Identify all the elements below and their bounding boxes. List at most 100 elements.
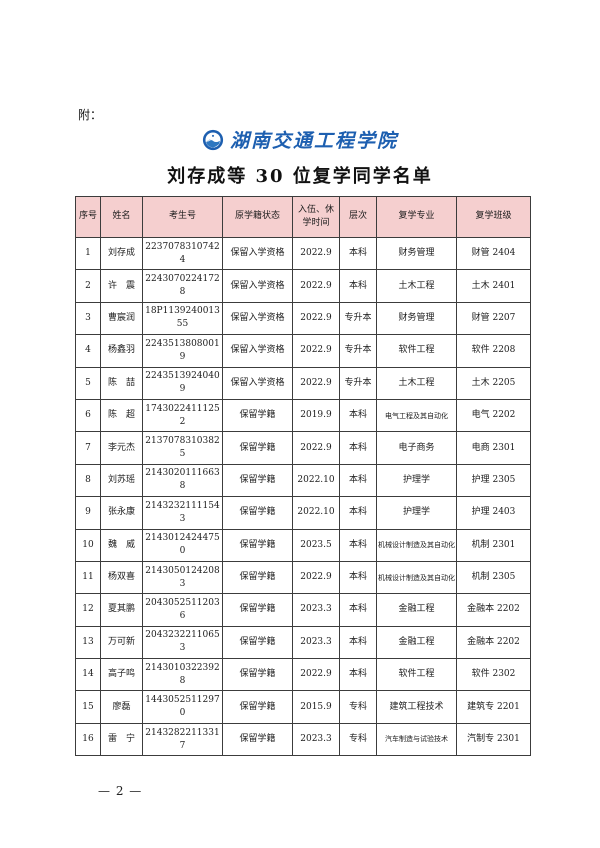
table-row: 9 张永康 21432321111543 保留学籍 2022.10 本科 护理学 护理 240… bbox=[75, 496, 531, 530]
table-cell-index: 14 bbox=[75, 658, 101, 692]
table-cell-time: 2022.9 bbox=[292, 236, 340, 271]
table-cell-major: 护理学 bbox=[376, 463, 457, 498]
table-cell-class: 护理 2403 bbox=[456, 496, 531, 530]
table-cell-status: 保留学籍 bbox=[222, 625, 293, 660]
column-header-name: 姓名 bbox=[100, 196, 143, 238]
table-cell-level: 本科 bbox=[339, 398, 377, 433]
table-cell-name: 万可新 bbox=[100, 625, 143, 660]
table-cell-major: 软件工程 bbox=[376, 334, 457, 368]
table-cell-candidate-no: 14430525112970 bbox=[142, 690, 223, 724]
table-cell-index: 2 bbox=[75, 269, 101, 303]
table-cell-major: 电子商务 bbox=[376, 431, 457, 465]
table-cell-class: 财管 2207 bbox=[456, 301, 531, 336]
table-cell-major: 机械设计制造及其自动化 bbox=[376, 560, 457, 595]
table-cell-major: 软件工程 bbox=[376, 658, 457, 692]
column-header-time: 入伍、休学时间 bbox=[292, 196, 340, 238]
table-cell-class: 建筑专 2201 bbox=[456, 690, 531, 724]
table-cell-major: 财务管理 bbox=[376, 236, 457, 271]
table-cell-major: 建筑工程技术 bbox=[376, 690, 457, 724]
table-cell-major: 护理学 bbox=[376, 496, 457, 530]
table-cell-status: 保留入学资格 bbox=[222, 366, 293, 400]
table-cell-major: 金融工程 bbox=[376, 625, 457, 660]
table-row: 12 夏其鹏 20430525112036 保留学籍 2023.3 本科 金融工程 金融本 2… bbox=[75, 593, 531, 627]
table-cell-time: 2023.3 bbox=[292, 593, 340, 627]
table-cell-name: 魏 威 bbox=[100, 528, 143, 562]
column-header-status: 原学籍状态 bbox=[222, 196, 293, 238]
table-cell-candidate-no: 21432822113317 bbox=[142, 722, 223, 757]
table-cell-major: 土木工程 bbox=[376, 269, 457, 303]
table-cell-name: 陈 喆 bbox=[100, 366, 143, 400]
table-cell-level: 本科 bbox=[339, 236, 377, 271]
table-cell-time: 2022.9 bbox=[292, 301, 340, 336]
table-cell-candidate-no: 17430224111252 bbox=[142, 398, 223, 433]
table-cell-name: 张永康 bbox=[100, 496, 143, 530]
table-cell-index: 3 bbox=[75, 301, 101, 336]
table-row: 8 刘苏瑶 21430201116638 保留学籍 2022.10 本科 护理学 护理 230… bbox=[75, 463, 531, 498]
table-cell-status: 保留入学资格 bbox=[222, 269, 293, 303]
roster-table: 序号 姓名 考生号 原学籍状态 入伍、休学时间 层次 复学专业 复学班级 1 刘存… bbox=[75, 196, 531, 757]
table-cell-time: 2023.5 bbox=[292, 528, 340, 562]
table-cell-status: 保留学籍 bbox=[222, 431, 293, 465]
column-header-major: 复学专业 bbox=[376, 196, 457, 238]
table-cell-candidate-no: 21370783103825 bbox=[142, 431, 223, 465]
table-cell-major: 财务管理 bbox=[376, 301, 457, 336]
table-cell-level: 本科 bbox=[339, 560, 377, 595]
table-cell-index: 8 bbox=[75, 463, 101, 498]
table-cell-status: 保留学籍 bbox=[222, 398, 293, 433]
column-header-class: 复学班级 bbox=[456, 196, 531, 238]
table-cell-level: 本科 bbox=[339, 431, 377, 465]
table-cell-status: 保留入学资格 bbox=[222, 236, 293, 271]
table-cell-candidate-no: 22435139240409 bbox=[142, 366, 223, 400]
table-cell-index: 15 bbox=[75, 690, 101, 724]
table-cell-level: 专科 bbox=[339, 722, 377, 757]
table-row: 13 万可新 20432322110653 保留学籍 2023.3 本科 金融工程 金融本 2… bbox=[75, 625, 531, 660]
table-cell-class: 汽制专 2301 bbox=[456, 722, 531, 757]
table-row: 15 廖磊 14430525112970 保留学籍 2015.9 专科 建筑工程技术 建筑专 … bbox=[75, 690, 531, 724]
table-cell-level: 本科 bbox=[339, 625, 377, 660]
column-header-candidate-no: 考生号 bbox=[142, 196, 223, 238]
table-cell-time: 2023.3 bbox=[292, 625, 340, 660]
table-cell-candidate-no: 21430124244750 bbox=[142, 528, 223, 562]
table-cell-class: 护理 2305 bbox=[456, 463, 531, 498]
table-cell-time: 2015.9 bbox=[292, 690, 340, 724]
table-cell-time: 2022.9 bbox=[292, 269, 340, 303]
school-name: 湖南交通工程学院 bbox=[229, 130, 398, 152]
table-cell-level: 专科 bbox=[339, 690, 377, 724]
table-cell-index: 11 bbox=[75, 560, 101, 595]
table-row: 7 李元杰 21370783103825 保留学籍 2022.9 本科 电子商务 电商 230… bbox=[75, 431, 531, 465]
table-cell-name: 杨鑫羽 bbox=[100, 334, 143, 368]
table-cell-class: 机制 2301 bbox=[456, 528, 531, 562]
page-title: 刘存成等 30 位复学同学名单 bbox=[167, 166, 433, 187]
school-header: 湖南交通工程学院 bbox=[0, 126, 600, 153]
table-cell-candidate-no: 18P113924001355 bbox=[142, 301, 223, 336]
table-cell-time: 2022.9 bbox=[292, 658, 340, 692]
table-cell-major: 土木工程 bbox=[376, 366, 457, 400]
table-cell-index: 9 bbox=[75, 496, 101, 530]
table-cell-index: 1 bbox=[75, 236, 101, 271]
page-number: — 2 — bbox=[98, 784, 143, 798]
table-cell-name: 刘存成 bbox=[100, 236, 143, 271]
table-cell-name: 夏其鹏 bbox=[100, 593, 143, 627]
table-cell-name: 杨双喜 bbox=[100, 560, 143, 595]
table-cell-candidate-no: 22435138080019 bbox=[142, 334, 223, 368]
table-cell-major: 机械设计制造及其自动化 bbox=[376, 528, 457, 562]
table-cell-time: 2022.9 bbox=[292, 366, 340, 400]
table-cell-class: 财管 2404 bbox=[456, 236, 531, 271]
table-cell-level: 专升本 bbox=[339, 366, 377, 400]
column-header-level: 层次 bbox=[339, 196, 377, 238]
table-header-row: 序号 姓名 考生号 原学籍状态 入伍、休学时间 层次 复学专业 复学班级 bbox=[75, 196, 531, 238]
table-cell-level: 本科 bbox=[339, 528, 377, 562]
table-cell-candidate-no: 22370783107424 bbox=[142, 236, 223, 271]
table-cell-index: 13 bbox=[75, 625, 101, 660]
table-cell-index: 16 bbox=[75, 722, 101, 757]
table-cell-status: 保留入学资格 bbox=[222, 334, 293, 368]
table-cell-index: 5 bbox=[75, 366, 101, 400]
table-cell-class: 电气 2202 bbox=[456, 398, 531, 433]
table-cell-name: 刘苏瑶 bbox=[100, 463, 143, 498]
table-row: 4 杨鑫羽 22435138080019 保留入学资格 2022.9 专升本 软件工程 软件 … bbox=[75, 334, 531, 368]
table-cell-time: 2022.10 bbox=[292, 496, 340, 530]
table-cell-name: 廖磊 bbox=[100, 690, 143, 724]
